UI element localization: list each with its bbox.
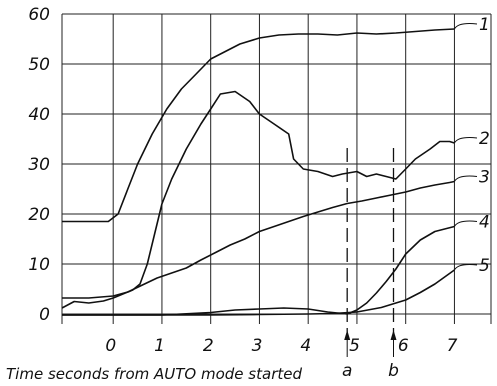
y-tick-label: 30 (28, 155, 50, 175)
curve-1 (62, 28, 455, 223)
x-tick-label: 0 (105, 336, 116, 356)
y-tick-label: 0 (39, 305, 50, 325)
curve-5-label: 5 (479, 256, 490, 276)
marker-b-arrow (390, 330, 397, 340)
y-tick-label: 60 (28, 5, 50, 25)
curve-4-leader (453, 220, 478, 227)
marker-a-arrow (344, 330, 351, 340)
curve-3-leader (453, 175, 478, 182)
x-tick-label: 6 (398, 336, 409, 356)
curve-5-leader (453, 264, 478, 271)
y-tick-label: 50 (28, 55, 50, 75)
curve-2-label: 2 (479, 129, 490, 149)
marker-a-label: a (342, 361, 352, 381)
tick-label-group: 0 10 20 30 40 50 60 0 1 2 3 4 5 6 7 (28, 5, 457, 356)
curve-5 (62, 269, 455, 316)
x-tick-label: 4 (300, 336, 311, 356)
curve-2 (61, 90, 455, 309)
x-tick-label: 3 (252, 336, 263, 356)
curve-3-label: 3 (479, 168, 490, 188)
curve-label-group: 1 2 3 4 5 (479, 15, 490, 276)
y-tick-label: 10 (28, 255, 50, 275)
curve-2-leader (453, 137, 478, 144)
curve-1-label: 1 (479, 15, 490, 35)
x-axis-title: Time seconds from AUTO mode started (6, 365, 302, 383)
curve-4 (62, 225, 455, 316)
curve-1-leader (453, 23, 478, 30)
y-tick-label: 20 (28, 205, 50, 225)
curve-3 (62, 180, 455, 299)
x-tick-label: 7 (447, 336, 458, 356)
curve-4-label: 4 (479, 213, 490, 233)
curve-group (61, 23, 478, 316)
marker-b-label: b (388, 361, 399, 381)
plot-grid (61, 13, 492, 324)
x-tick-label: 1 (154, 336, 165, 356)
x-tick-label: 2 (203, 336, 214, 356)
x-tick-label: 5 (349, 336, 360, 356)
y-tick-label: 40 (28, 105, 50, 125)
